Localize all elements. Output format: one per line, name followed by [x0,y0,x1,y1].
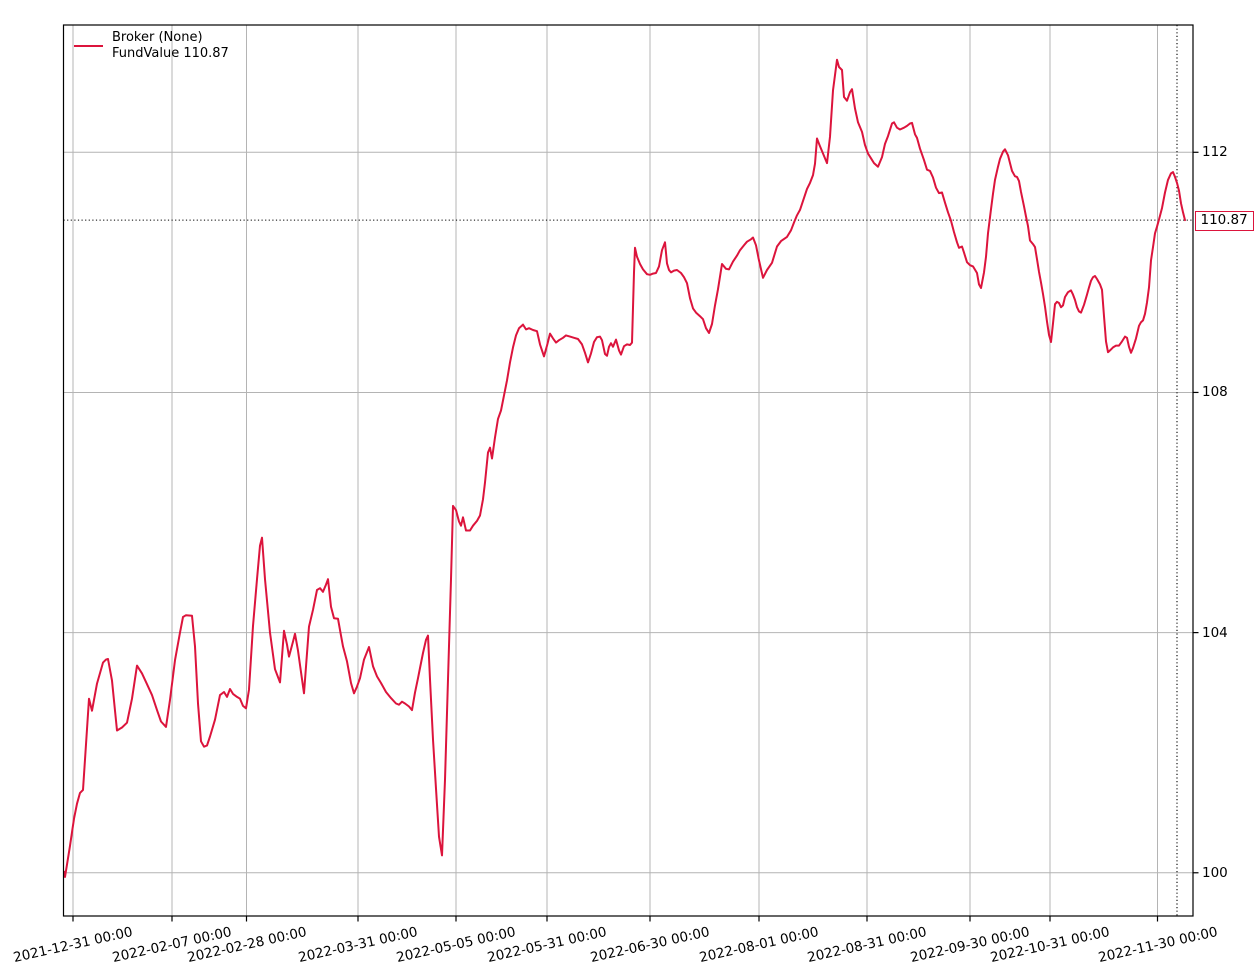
y-tick-label: 112 [1202,144,1228,161]
y-tick-label: 104 [1202,624,1228,641]
legend-label-broker: Broker (None) [112,30,203,45]
y-tick-label: 108 [1202,384,1228,401]
crosshair-value-box: 110.87 [1194,210,1254,231]
legend-line-swatch [74,44,103,47]
y-tick-label: 100 [1202,864,1228,881]
fundvalue-series-line [63,58,1186,878]
legend: Broker (None) FundValue 110.87 [74,30,229,61]
plot-frame [62,24,1194,917]
legend-label-fundvalue: FundValue 110.87 [112,45,229,61]
